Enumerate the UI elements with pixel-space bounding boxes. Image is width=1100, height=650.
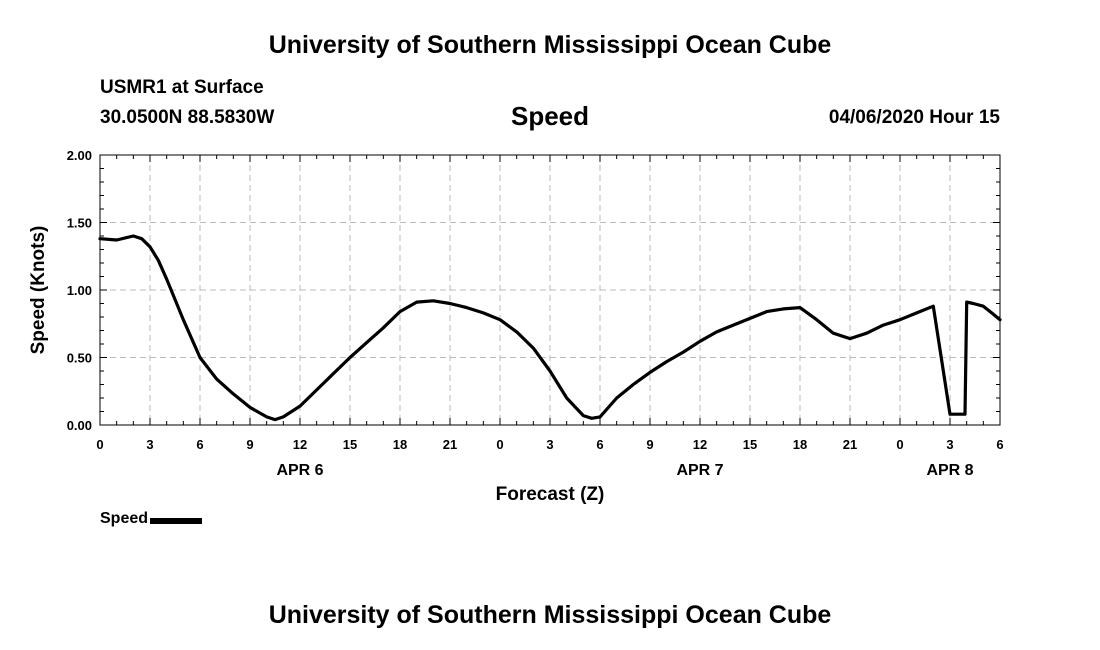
speed-series-line [98, 234, 1002, 422]
station-label: USMR1 at Surface [100, 77, 264, 98]
y-tick-label: 1.00 [67, 283, 92, 298]
legend: Speed [100, 510, 203, 528]
x-tick-label: 18 [393, 437, 407, 452]
x-tick-label: 6 [996, 437, 1003, 452]
x-tick-label: 12 [693, 437, 707, 452]
x-tick-label: 3 [946, 437, 953, 452]
x-tick-label: 18 [793, 437, 807, 452]
grid-layer [100, 155, 1000, 425]
x-tick-label: 12 [293, 437, 307, 452]
x-tick-label: 0 [896, 437, 903, 452]
legend-label-speed: Speed [100, 510, 149, 527]
tick-layer: 0.00 0.50 1.00 1.50 2.00 0 3 6 9 12 15 18 21 0 3 6 9 12 15… [67, 148, 1004, 479]
x-tick-label: 15 [343, 437, 357, 452]
coordinates-label: 30.0500N 88.5830W [100, 107, 275, 128]
x-tick-label: 3 [146, 437, 153, 452]
y-axis-label: Speed (Knots) [28, 226, 49, 355]
x-tick-label: 21 [443, 437, 457, 452]
x-tick-label: 0 [96, 437, 103, 452]
x-axis-label: Forecast (Z) [496, 484, 605, 505]
datetime-label: 04/06/2020 Hour 15 [828, 107, 1000, 128]
x-tick-label: 6 [596, 437, 603, 452]
x-tick-label: 15 [743, 437, 757, 452]
x-tick-label: 0 [496, 437, 503, 452]
x-tick-label: 9 [646, 437, 653, 452]
legend-swatch-speed [150, 517, 203, 524]
day-label: APR 8 [926, 462, 973, 479]
day-label: APR 6 [276, 462, 323, 479]
y-tick-label: 2.00 [67, 148, 92, 163]
day-label: APR 7 [676, 462, 723, 479]
chart-title: Speed [510, 101, 590, 131]
y-tick-label: 0.00 [67, 418, 92, 433]
y-tick-label: 0.50 [67, 351, 92, 366]
y-tick-label: 1.50 [67, 216, 92, 231]
x-tick-label: 3 [546, 437, 553, 452]
x-tick-label: 6 [196, 437, 203, 452]
x-tick-label: 9 [246, 437, 253, 452]
top-title: University of Southern Mississippi Ocean… [268, 31, 832, 59]
x-tick-label: 21 [843, 437, 857, 452]
bottom-title: University of Southern Mississippi Ocean… [268, 601, 832, 629]
